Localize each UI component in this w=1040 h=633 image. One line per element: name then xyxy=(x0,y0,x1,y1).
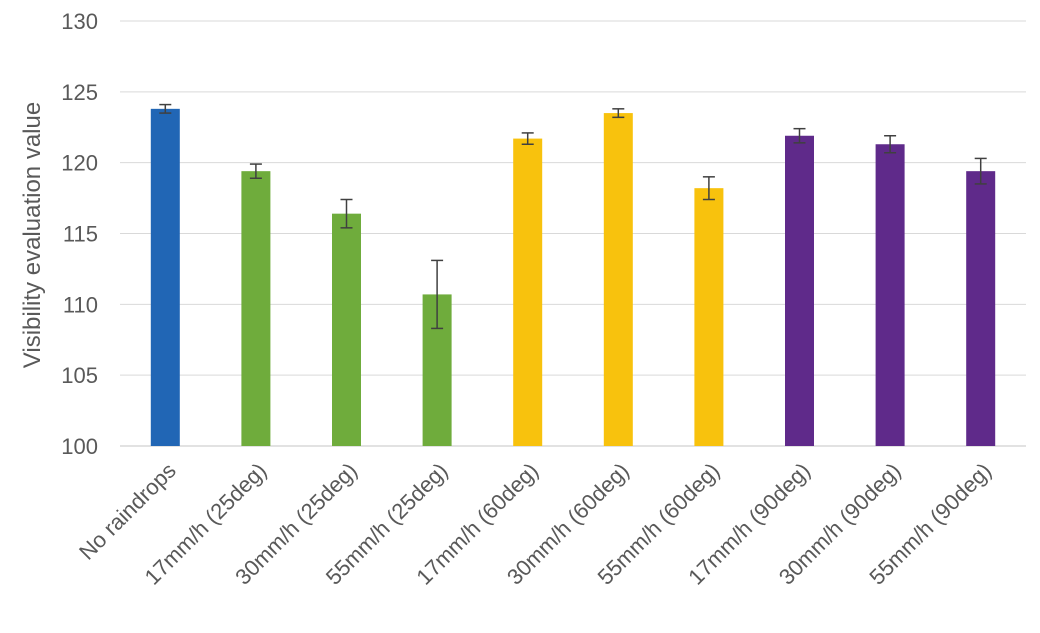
y-tick-label: 110 xyxy=(63,292,98,317)
error-bar xyxy=(521,132,534,145)
bars xyxy=(150,108,996,447)
y-tick-label: 130 xyxy=(61,9,98,34)
error-bars xyxy=(159,103,987,330)
bar xyxy=(966,171,996,446)
error-bar xyxy=(249,163,262,179)
y-tick-label: 105 xyxy=(61,363,98,388)
y-tick-label: 125 xyxy=(61,80,98,105)
error-bar xyxy=(793,127,806,144)
y-tick-label: 120 xyxy=(61,151,98,176)
y-tick-label: 115 xyxy=(63,222,98,247)
gridlines xyxy=(120,20,1026,447)
bar xyxy=(513,138,543,447)
error-bar xyxy=(612,108,625,119)
error-bar xyxy=(431,259,444,330)
bar xyxy=(694,188,724,446)
bar xyxy=(332,213,361,446)
error-bar xyxy=(340,198,353,229)
y-axis-title: Visibility evaluation value xyxy=(19,102,46,368)
error-bar xyxy=(974,157,987,185)
error-bar xyxy=(159,103,172,114)
error-bar xyxy=(702,176,715,201)
y-axis-ticks: 100 105 110 115 120 125 130 xyxy=(61,9,98,459)
bar xyxy=(603,113,633,446)
error-bar xyxy=(884,135,897,154)
bar xyxy=(241,171,271,446)
y-tick-label: 100 xyxy=(61,434,98,459)
bar xyxy=(150,108,180,446)
bar xyxy=(785,135,814,446)
bar xyxy=(875,144,905,446)
